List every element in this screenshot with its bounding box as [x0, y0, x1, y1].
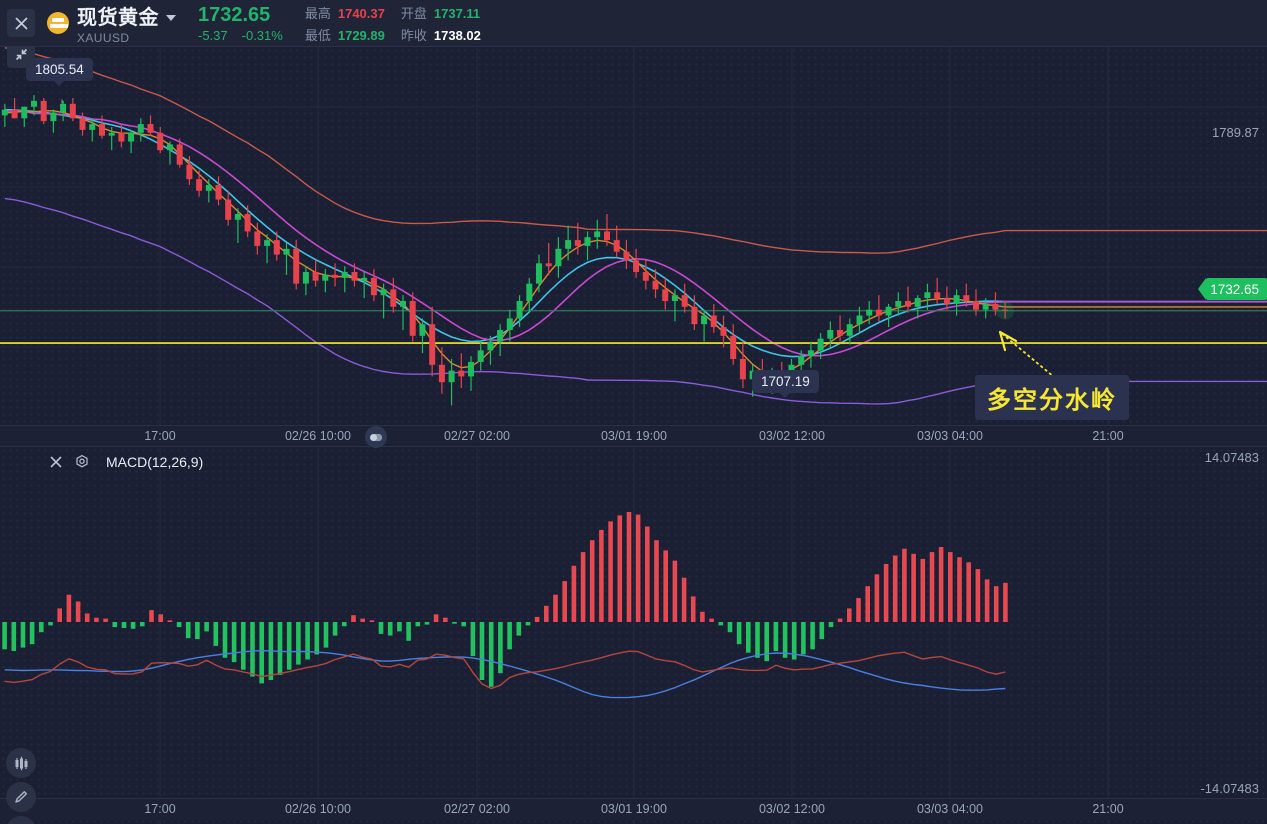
- stats-col-1: 最高 1740.37 最低 1729.89: [305, 3, 385, 44]
- symbol-name: 现货黄金: [77, 7, 159, 29]
- stats-grid: 最高 1740.37 最低 1729.89 开盘 1737.11 昨收 1738.02: [305, 3, 497, 44]
- time-axis-tick: 03/01 19:00: [600, 429, 668, 443]
- macd-time-axis[interactable]: 17:00 02/26 10:00 02/27 02:00 03/01 19:00 03…: [0, 798, 1267, 820]
- symbol-code: XAUUSD: [77, 31, 130, 45]
- more-tools-icon[interactable]: [6, 816, 36, 824]
- last-price: 1732.65: [198, 3, 271, 26]
- time-axis-tick: 03/02 12:00: [758, 802, 826, 816]
- time-axis-tick: 02/26 10:00: [284, 802, 352, 816]
- price-time-axis[interactable]: 17:00 02/26 10:00 02/27 02:00 03/01 19:00 03…: [0, 425, 1267, 448]
- symbol-header: 现货黄金 XAUUSD 1732.65 -5.37 -0.31% 最高 1740.…: [0, 0, 1267, 47]
- stat-label-prevclose: 昨收: [400, 27, 427, 43]
- stat-value-high: 1740.37: [337, 5, 385, 21]
- time-axis-tick: 02/27 02:00: [443, 429, 511, 443]
- time-axis-tick: 03/03 04:00: [916, 802, 984, 816]
- time-axis-tick: 21:00: [1092, 802, 1124, 816]
- time-axis-tick: 21:00: [1092, 429, 1124, 443]
- time-axis-tick: 17:00: [144, 802, 176, 816]
- gear-icon[interactable]: [70, 450, 94, 474]
- time-axis-tick: 03/03 04:00: [916, 429, 984, 443]
- stat-value-prevclose: 1738.02: [433, 27, 481, 43]
- time-axis-tick: 03/02 12:00: [758, 429, 826, 443]
- price-chart-pane[interactable]: [0, 47, 1267, 425]
- gold-bars-icon: [47, 12, 69, 34]
- stats-col-2: 开盘 1737.11 昨收 1738.02: [401, 3, 481, 44]
- macd-chart-pane[interactable]: [0, 447, 1267, 824]
- last-price-tag: 1732.65: [1198, 278, 1267, 300]
- change-percent: -0.31%: [241, 27, 283, 43]
- stat-value-open: 1737.11: [433, 5, 481, 21]
- time-axis-tick: 02/27 02:00: [443, 802, 511, 816]
- candlestick-chart-icon[interactable]: [6, 748, 36, 778]
- low-marker-label: 1707.19: [752, 370, 819, 393]
- time-axis-tick: 02/26 10:00: [284, 429, 352, 443]
- scroll-handle-icon[interactable]: [365, 426, 387, 448]
- right-axis-price-label: 1789.87: [1212, 125, 1259, 140]
- pencil-draw-icon[interactable]: [6, 782, 36, 812]
- symbol-block: 现货黄金 XAUUSD: [77, 1, 176, 45]
- stat-label-open: 开盘: [400, 5, 427, 21]
- annotation-text: 多空分水岭: [975, 375, 1129, 420]
- stat-label-low: 最低: [304, 27, 331, 43]
- macd-header: MACD(12,26,9): [0, 447, 1267, 477]
- time-axis-tick: 17:00: [144, 429, 176, 443]
- close-icon[interactable]: [42, 448, 70, 476]
- change-absolute: -5.37: [198, 27, 228, 43]
- stat-value-low: 1729.89: [337, 27, 385, 43]
- time-axis-tick: 03/01 19:00: [600, 802, 668, 816]
- macd-min-label: -14.07483: [1200, 781, 1259, 796]
- price-candlestick-svg: [0, 47, 1267, 425]
- price-block: 1732.65 -5.37 -0.31%: [198, 4, 283, 43]
- stat-label-high: 最高: [304, 5, 331, 21]
- macd-indicator-svg: [2, 447, 1109, 824]
- annotation-arrow-icon: [998, 330, 1061, 383]
- macd-max-label: 14.07483: [1204, 450, 1259, 465]
- high-marker-label: 1805.54: [26, 58, 93, 81]
- macd-title: MACD(12,26,9): [106, 454, 204, 470]
- chevron-down-icon[interactable]: [166, 14, 176, 21]
- close-icon[interactable]: [7, 9, 35, 37]
